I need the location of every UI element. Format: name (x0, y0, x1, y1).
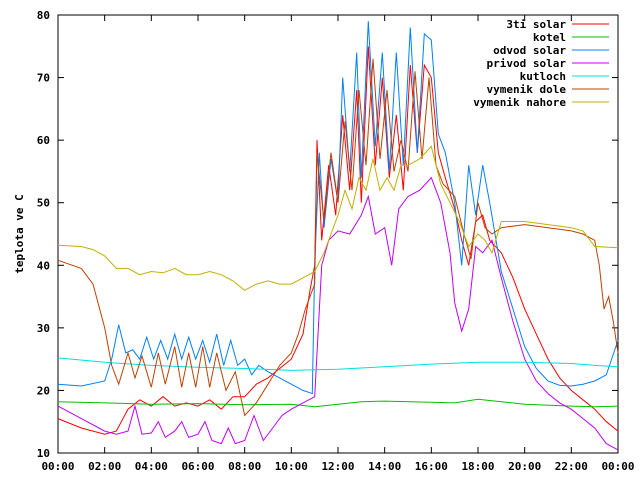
y-axis: 10 20 30 40 50 60 70 80 (37, 9, 618, 460)
x-tick-label: 12:00 (321, 460, 354, 473)
x-tick-label: 04:00 (135, 460, 168, 473)
y-tick-label: 40 (37, 259, 50, 272)
legend-label: 3ti solar (506, 18, 566, 31)
legend-label: vymenik nahore (473, 96, 566, 109)
series-line-privod-solar (57, 176, 619, 451)
x-tick-label: 14:00 (368, 460, 401, 473)
series-line-vymenik-nahore (57, 145, 619, 291)
y-tick-label: 50 (37, 197, 50, 210)
series-line-kotel (57, 398, 619, 408)
legend-label: kutloch (520, 70, 566, 83)
x-tick-label: 00:00 (41, 460, 74, 473)
series-line-3ti-solar (57, 46, 619, 435)
y-axis-title: teplota ve C (13, 194, 26, 273)
y-tick-label: 20 (37, 384, 50, 397)
x-tick-label: 18:00 (461, 460, 494, 473)
x-tick-label: 22:00 (555, 460, 588, 473)
x-tick-label: 06:00 (181, 460, 214, 473)
y-tick-label: 80 (37, 9, 50, 22)
x-tick-label: 20:00 (508, 460, 541, 473)
x-axis: 00:00 02:00 04:00 06:00 08:00 10:00 12:00 14:00… (41, 15, 635, 473)
legend-label: odvod solar (493, 44, 566, 57)
y-tick-label: 60 (37, 134, 50, 147)
y-tick-label: 70 (37, 72, 50, 85)
series-line-kutloch (57, 357, 619, 371)
x-tick-label: 10:00 (275, 460, 308, 473)
legend-label: privod solar (487, 57, 567, 70)
series-line-vymenik-dole (57, 58, 619, 417)
series-lines (57, 21, 619, 451)
legend-label: vymenik dole (487, 83, 567, 96)
y-tick-label: 10 (37, 447, 50, 460)
legend-label: kotel (533, 31, 566, 44)
y-tick-label: 30 (37, 322, 50, 335)
x-tick-label: 00:00 (601, 460, 634, 473)
x-tick-label: 08:00 (228, 460, 261, 473)
x-tick-label: 16:00 (415, 460, 448, 473)
x-tick-label: 02:00 (88, 460, 121, 473)
